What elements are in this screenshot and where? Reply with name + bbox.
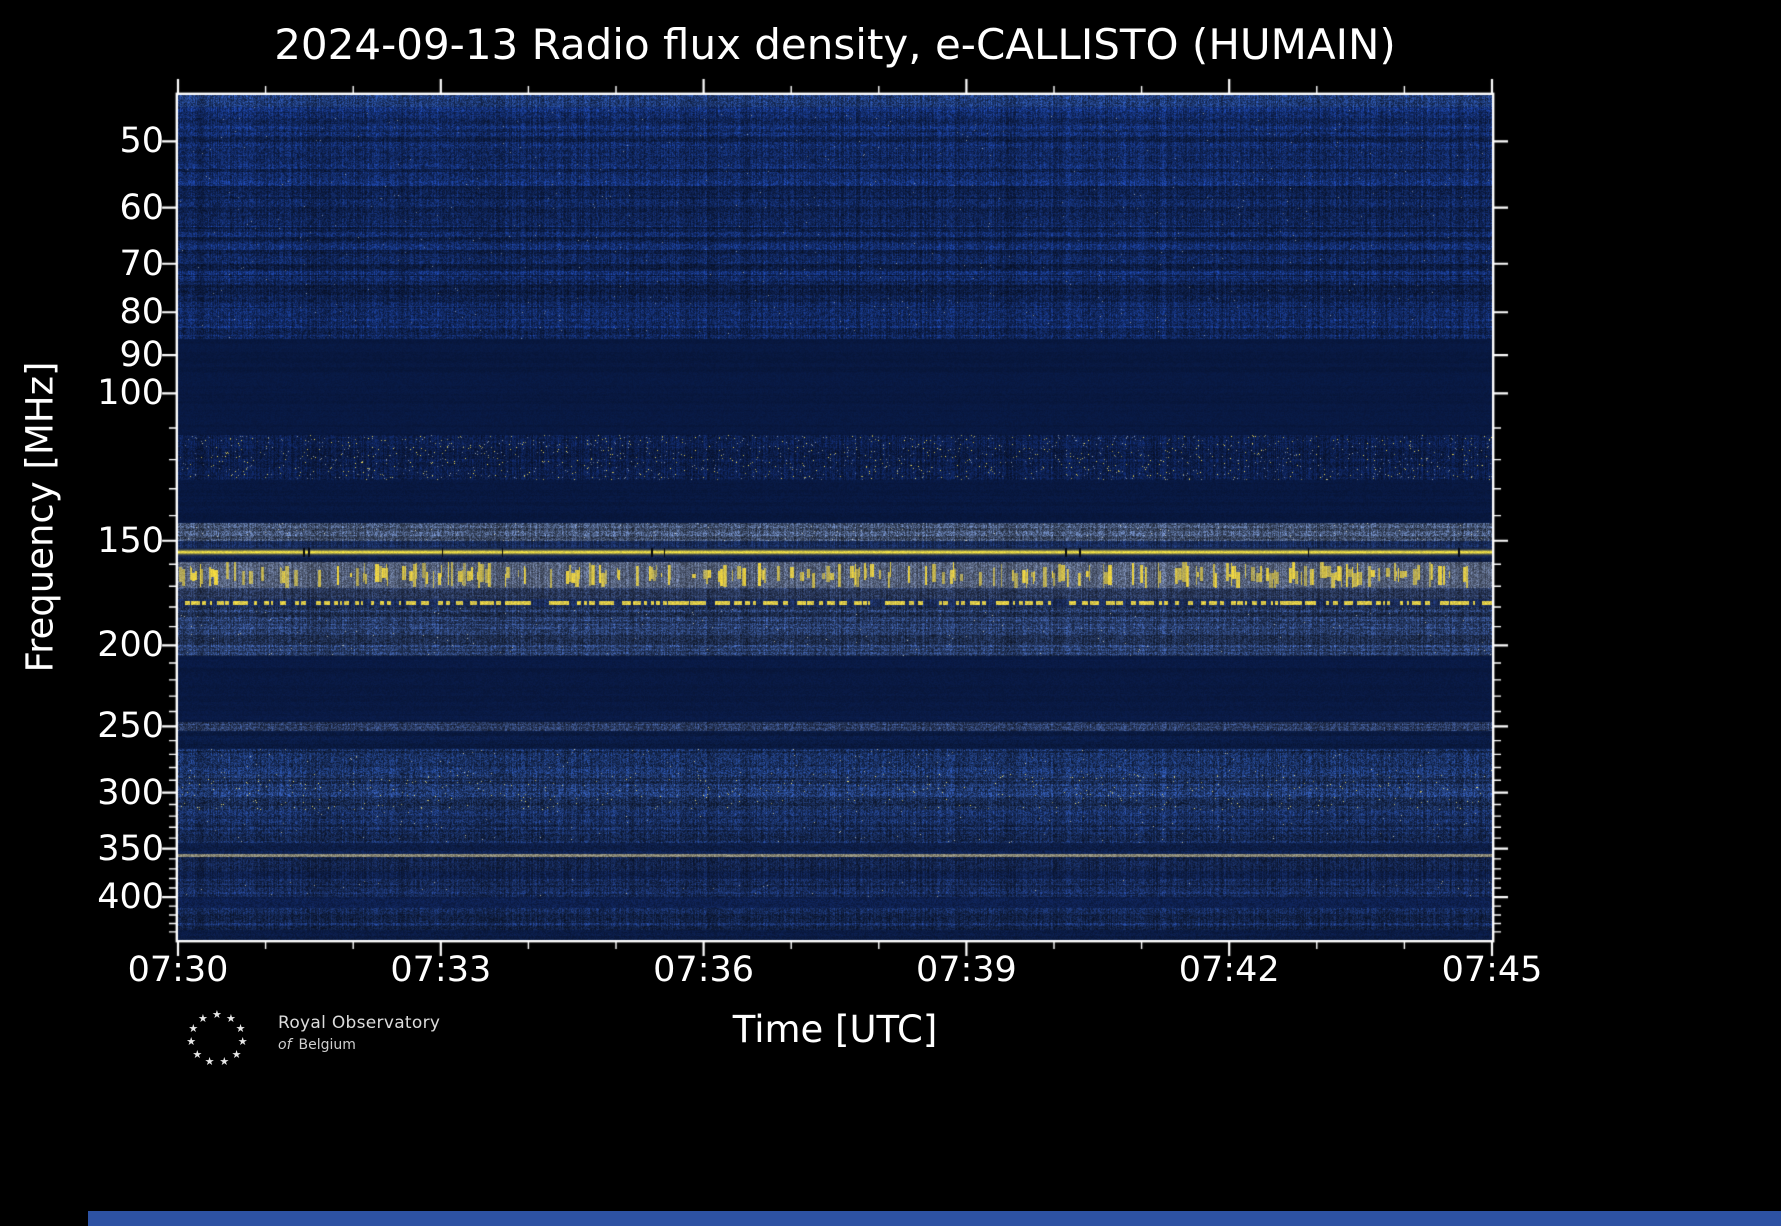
- star-icon: ★: [186, 1035, 197, 1049]
- y-tick-label: 300: [97, 772, 164, 813]
- star-icon: ★: [231, 1047, 242, 1061]
- y-tick-label: 150: [97, 520, 164, 561]
- y-tick-label: 100: [97, 373, 164, 414]
- y-tick-label: 90: [119, 335, 164, 376]
- rob-logo-belgium: Belgium: [298, 1037, 356, 1053]
- star-icon: ★: [219, 1055, 230, 1069]
- y-tick-label: 400: [97, 877, 164, 918]
- star-icon: ★: [188, 1022, 199, 1036]
- x-tick-label: 07:33: [390, 950, 492, 990]
- x-tick-label: 07:39: [915, 950, 1017, 990]
- rob-logo-text-line2: of Belgium: [278, 1037, 440, 1053]
- star-icon: ★: [192, 1047, 203, 1061]
- y-tick-label: 70: [119, 243, 164, 284]
- star-icon: ★: [235, 1022, 246, 1036]
- x-tick-label: 07:30: [127, 950, 229, 990]
- rob-logo-of: of: [278, 1037, 292, 1053]
- y-tick-label: 350: [97, 828, 164, 869]
- chart-title: 2024-09-13 Radio flux density, e-CALLIST…: [274, 20, 1396, 69]
- x-tick-label: 07:45: [1441, 950, 1543, 990]
- x-tick-label: 07:36: [653, 950, 755, 990]
- rob-logo-text: Royal Observatory of Belgium: [278, 1013, 440, 1053]
- star-icon: ★: [197, 1011, 208, 1025]
- star-icon: ★: [226, 1011, 236, 1025]
- star-icon: ★: [204, 1055, 215, 1069]
- y-tick-label: 60: [119, 187, 164, 228]
- y-tick-label: 250: [97, 706, 164, 747]
- rob-logo: ★ ★ ★ ★ ★ ★ ★ ★ ★ ★ ★ Royal Observatory of Belgium: [182, 1005, 502, 1075]
- bottom-blue-strip: [88, 1211, 1781, 1226]
- y-tick-label: 200: [97, 625, 164, 666]
- star-icon: ★: [212, 1008, 222, 1021]
- x-tick-label: 07:42: [1178, 950, 1280, 990]
- star-icon: ★: [237, 1035, 248, 1049]
- rob-logo-text-line1: Royal Observatory: [278, 1013, 441, 1033]
- rob-logo-stars: ★ ★ ★ ★ ★ ★ ★ ★ ★ ★ ★: [182, 1005, 252, 1069]
- x-axis-label: Time [UTC]: [732, 1008, 938, 1051]
- y-tick-label: 50: [119, 121, 164, 162]
- y-tick-label: 80: [119, 292, 164, 333]
